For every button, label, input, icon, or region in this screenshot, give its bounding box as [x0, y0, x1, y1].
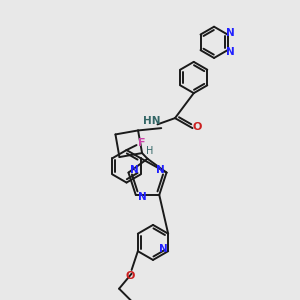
- Text: N: N: [226, 28, 235, 38]
- Text: F: F: [138, 138, 145, 148]
- Text: HN: HN: [142, 116, 160, 126]
- Text: N: N: [138, 192, 146, 203]
- Text: H: H: [146, 146, 153, 156]
- Text: N: N: [226, 47, 235, 57]
- Text: O: O: [126, 271, 135, 281]
- Text: N: N: [130, 165, 139, 175]
- Text: N: N: [156, 165, 165, 175]
- Text: O: O: [193, 122, 202, 132]
- Text: N: N: [159, 244, 167, 254]
